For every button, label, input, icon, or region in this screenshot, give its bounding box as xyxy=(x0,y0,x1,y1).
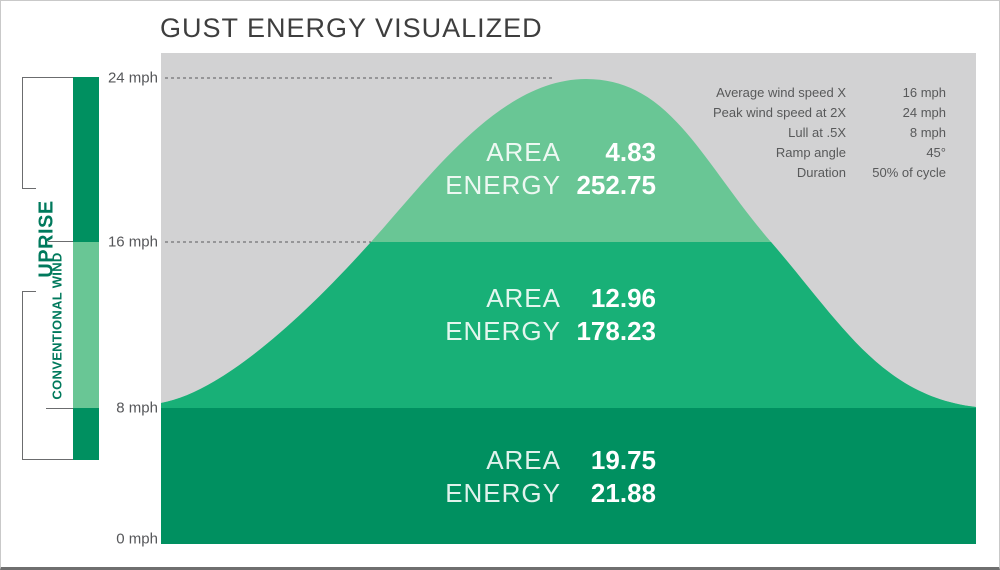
area-value: 19.75 xyxy=(590,445,656,475)
stats-band-0-8: AREA 19.75 ENERGY 21.88 xyxy=(341,444,656,510)
energy-label: ENERGY xyxy=(445,316,561,346)
param-value: 50% of cycle xyxy=(872,165,946,180)
param-value: 45° xyxy=(926,145,946,160)
param-label: Peak wind speed at 2X xyxy=(713,105,846,120)
page-title: GUST ENERGY VISUALIZED xyxy=(160,13,543,43)
keybar-conventional xyxy=(73,242,99,408)
stat-row: ENERGY 252.75 xyxy=(341,169,656,202)
stat-row: AREA 19.75 xyxy=(341,444,656,477)
param-value: 24 mph xyxy=(902,105,946,120)
plot-area xyxy=(161,53,976,544)
uprise-bracket-line-lower xyxy=(22,291,23,460)
energy-label: ENERGY xyxy=(445,170,561,200)
ytick-16mph: 16 mph xyxy=(107,233,158,251)
param-value: 16 mph xyxy=(902,85,946,100)
energy-value: 21.88 xyxy=(590,478,656,508)
keybar-uprise-upper xyxy=(73,77,99,242)
param-row: Average wind speed X 16 mph xyxy=(551,83,946,103)
uprise-bracket-dash-upper xyxy=(22,188,36,189)
ytick-8mph: 8 mph xyxy=(116,399,158,417)
param-value: 8 mph xyxy=(909,125,946,140)
energy-value: 178.23 xyxy=(576,316,656,346)
uprise-bracket-line-upper xyxy=(22,77,23,188)
area-value: 4.83 xyxy=(605,137,656,167)
stat-row: ENERGY 21.88 xyxy=(341,477,656,510)
uprise-bracket-dash-lower xyxy=(22,291,36,292)
stats-band-16-24: AREA 4.83 ENERGY 252.75 xyxy=(341,136,656,202)
conventional-bracket-bottom-tick xyxy=(46,408,73,409)
keybar-uprise-lower xyxy=(73,408,99,460)
param-label: Average wind speed X xyxy=(716,85,846,100)
area-label: AREA xyxy=(486,137,561,167)
stat-row: AREA 12.96 xyxy=(341,282,656,315)
ytick-0mph: 0 mph xyxy=(116,530,158,548)
param-label: Ramp angle xyxy=(775,145,846,160)
param-row: Peak wind speed at 2X 24 mph xyxy=(551,103,946,123)
energy-label: ENERGY xyxy=(445,478,561,508)
uprise-bracket-bottom-tick xyxy=(22,459,73,460)
conventional-bracket-top-tick xyxy=(48,241,73,242)
ytick-24mph: 24 mph xyxy=(107,69,158,87)
parameters-panel: Average wind speed X 16 mph Peak wind sp… xyxy=(551,83,946,183)
area-label: AREA xyxy=(486,283,561,313)
energy-value: 252.75 xyxy=(576,170,656,200)
param-label: Duration xyxy=(796,165,846,180)
param-row: Lull at .5X 8 mph xyxy=(551,123,946,143)
param-row: Duration 50% of cycle xyxy=(551,163,946,183)
uprise-bracket-top-tick xyxy=(22,77,73,78)
gust-curve-chart xyxy=(161,77,976,544)
area-value: 12.96 xyxy=(590,283,656,313)
stat-row: ENERGY 178.23 xyxy=(341,315,656,348)
param-row: Ramp angle 45° xyxy=(551,143,946,163)
area-label: AREA xyxy=(486,445,561,475)
stat-row: AREA 4.83 xyxy=(341,136,656,169)
param-label: Lull at .5X xyxy=(788,125,846,140)
stats-band-8-16: AREA 12.96 ENERGY 178.23 xyxy=(341,282,656,348)
band-0-8-mph xyxy=(161,408,976,544)
conventional-wind-label: CONVENTIONAL WIND xyxy=(49,252,65,400)
